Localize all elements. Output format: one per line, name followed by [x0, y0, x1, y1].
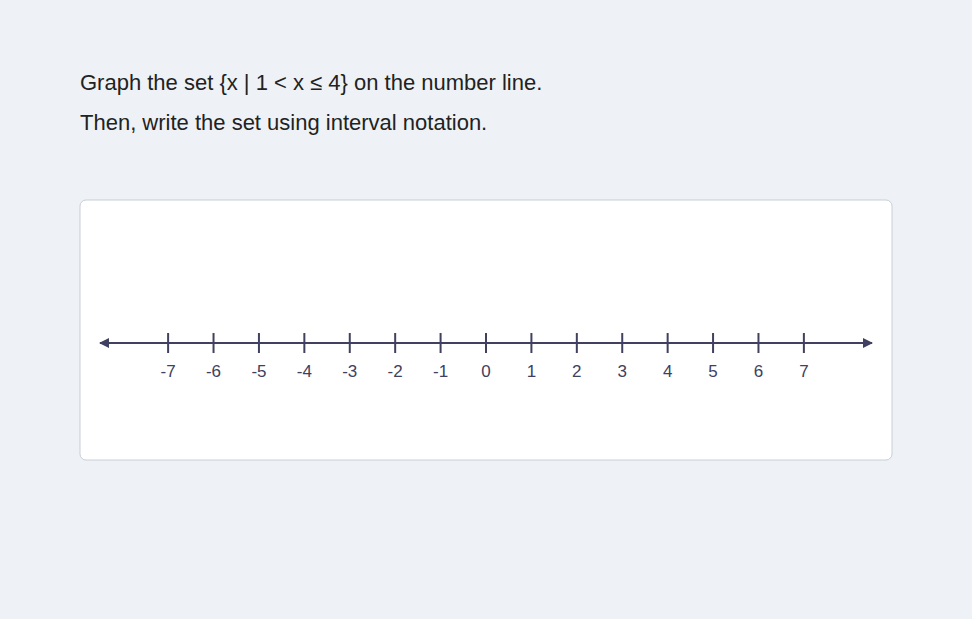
- tick-label: -3: [342, 362, 357, 381]
- tick-mark: [303, 333, 305, 353]
- tick-mark: [757, 333, 759, 353]
- tick-label: -1: [433, 362, 448, 381]
- tick-mark: [576, 333, 578, 353]
- tick-mark: [167, 333, 169, 353]
- tick-mark: [530, 333, 532, 353]
- tick-mark: [667, 333, 669, 353]
- background: [0, 0, 972, 619]
- tick-label: 7: [799, 362, 808, 381]
- tick-label: 6: [754, 362, 763, 381]
- tick-label: 5: [708, 362, 717, 381]
- tick-label: -4: [297, 362, 312, 381]
- tick-mark: [440, 333, 442, 353]
- title: Graph the set {x | 1 < x ≤ 4} on the num…: [80, 70, 542, 95]
- tick-mark: [258, 333, 260, 353]
- tick-label: 2: [572, 362, 581, 381]
- tick-label: 1: [527, 362, 536, 381]
- tick-label: -2: [388, 362, 403, 381]
- tick-mark: [621, 333, 623, 353]
- tick-mark: [485, 333, 487, 353]
- plot-frame: [80, 200, 892, 460]
- tick-label: -5: [251, 362, 266, 381]
- tick-label: -7: [161, 362, 176, 381]
- tick-label: -6: [206, 362, 221, 381]
- chart-svg: Graph the set {x | 1 < x ≤ 4} on the num…: [0, 0, 972, 619]
- tick-mark: [712, 333, 714, 353]
- subtitle: Then, write the set using interval notat…: [80, 110, 487, 135]
- chart-container: Graph the set {x | 1 < x ≤ 4} on the num…: [0, 0, 972, 619]
- tick-mark: [394, 333, 396, 353]
- tick-label: 0: [481, 362, 490, 381]
- tick-label: 3: [618, 362, 627, 381]
- tick-mark: [803, 333, 805, 353]
- tick-mark: [349, 333, 351, 353]
- tick-mark: [213, 333, 215, 353]
- tick-label: 4: [663, 362, 672, 381]
